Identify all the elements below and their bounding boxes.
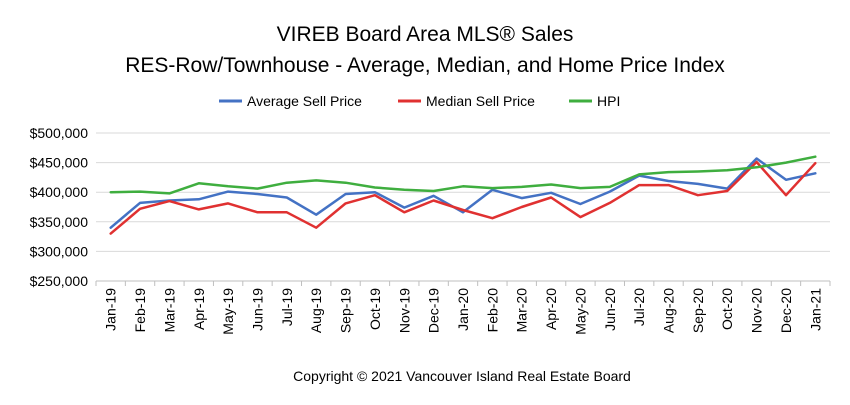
legend-item-median: Median Sell Price	[398, 93, 535, 109]
x-tick-label: Aug-19	[308, 288, 324, 333]
average-sell-price-line	[109, 157, 817, 229]
x-tick-label: Oct-19	[367, 288, 383, 330]
hpi-line	[109, 155, 817, 195]
copyright-text: Copyright © 2021 Vancouver Island Real E…	[293, 368, 631, 384]
legend-label-median: Median Sell Price	[426, 93, 535, 109]
x-tick-label: May-20	[572, 288, 588, 335]
x-tick-label: Oct-20	[719, 288, 735, 330]
x-tick-label: May-19	[220, 288, 236, 335]
x-tick-label: Feb-19	[132, 288, 148, 333]
y-tick-label: $500,000	[30, 125, 89, 141]
y-tick-label: $400,000	[30, 184, 89, 200]
median-sell-price-line	[109, 160, 817, 235]
y-tick-label: $450,000	[30, 155, 89, 171]
legend-label-average: Average Sell Price	[247, 93, 362, 109]
x-tick-label: Jan-21	[807, 288, 823, 331]
x-tick-label: Jul-19	[279, 288, 295, 326]
legend-item-average: Average Sell Price	[219, 93, 362, 109]
x-tick-label: Mar-20	[514, 288, 530, 333]
x-tick-label: Sep-19	[338, 288, 354, 333]
series-lines	[109, 155, 817, 235]
x-axis-tick-labels: Jan-19 Feb-19 Mar-19 Apr-19 May-19 Jun-19 Jul-…	[95, 281, 831, 335]
x-tick-label: Jun-20	[602, 288, 618, 331]
x-tick-label: Jun-19	[249, 288, 265, 331]
x-tick-label: Apr-19	[191, 288, 207, 330]
x-tick-label: Feb-20	[484, 288, 500, 333]
x-tick-label: Sep-20	[690, 288, 706, 333]
gridlines	[96, 132, 830, 282]
legend-label-hpi: HPI	[597, 93, 620, 109]
x-tick-label: Dec-19	[426, 288, 442, 333]
legend-item-hpi: HPI	[569, 93, 620, 109]
x-tick-label: Aug-20	[661, 288, 677, 333]
x-tick-label: Jan-19	[103, 288, 119, 331]
x-tick-label: Apr-20	[543, 288, 559, 330]
y-tick-label: $350,000	[30, 214, 89, 230]
y-tick-label: $250,000	[30, 273, 89, 289]
x-tick-label: Mar-19	[161, 288, 177, 333]
legend: Average Sell Price Median Sell Price HPI	[219, 93, 620, 109]
x-tick-label: Dec-20	[778, 288, 794, 333]
chart-title-line-1: VIREB Board Area MLS® Sales	[277, 23, 574, 46]
y-axis-tick-labels: $250,000 $300,000 $350,000 $400,000 $450,000…	[30, 125, 89, 289]
y-tick-label: $300,000	[30, 243, 89, 259]
x-tick-label: Jul-20	[631, 288, 647, 326]
x-tick-label: Jan-20	[455, 288, 471, 331]
x-tick-label: Nov-20	[749, 288, 765, 333]
chart-title-line-2: RES-Row/Townhouse - Average, Median, and…	[125, 54, 725, 77]
x-tick-label: Nov-19	[396, 288, 412, 333]
